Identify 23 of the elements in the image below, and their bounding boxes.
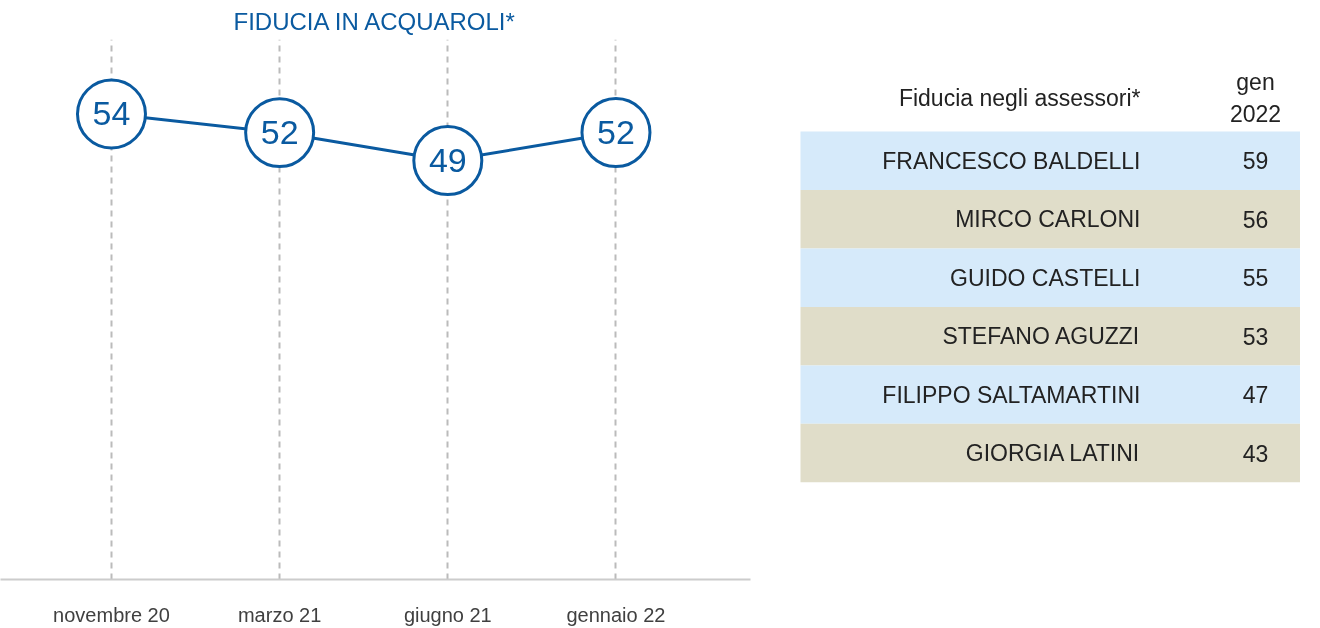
data-label: 54: [92, 94, 131, 133]
data-label: 55: [1242, 265, 1269, 292]
data-label: 49: [428, 141, 467, 180]
chart-title: FIDUCIA IN ACQUAROLI*: [233, 7, 515, 35]
x-tick-label: novembre 20: [53, 603, 170, 626]
x-tick-label: marzo 21: [237, 603, 322, 626]
text: Fiducia negli assessori*: [898, 84, 1141, 111]
data-label: 59: [1242, 148, 1269, 175]
data-label: 56: [1242, 206, 1269, 233]
category-label: GUIDO CASTELLI: [950, 264, 1141, 291]
category-label: FRANCESCO BALDELLI: [882, 147, 1141, 174]
text: gen 2022: [1229, 69, 1282, 127]
data-label: 53: [1242, 323, 1269, 350]
category-label: STEFANO AGUZZI: [942, 323, 1140, 350]
x-tick-label: gennaio 22: [566, 603, 666, 626]
data-label: 52: [260, 113, 299, 152]
category-label: GIORGIA LATINI: [965, 440, 1140, 467]
data-label: 52: [597, 113, 635, 152]
data-label: 47: [1242, 382, 1269, 409]
data-label: 43: [1242, 440, 1269, 467]
category-label: MIRCO CARLONI: [955, 206, 1141, 233]
x-tick-label: giugno 21: [403, 603, 492, 626]
category-label: FILIPPO SALTAMARTINI: [882, 381, 1141, 408]
